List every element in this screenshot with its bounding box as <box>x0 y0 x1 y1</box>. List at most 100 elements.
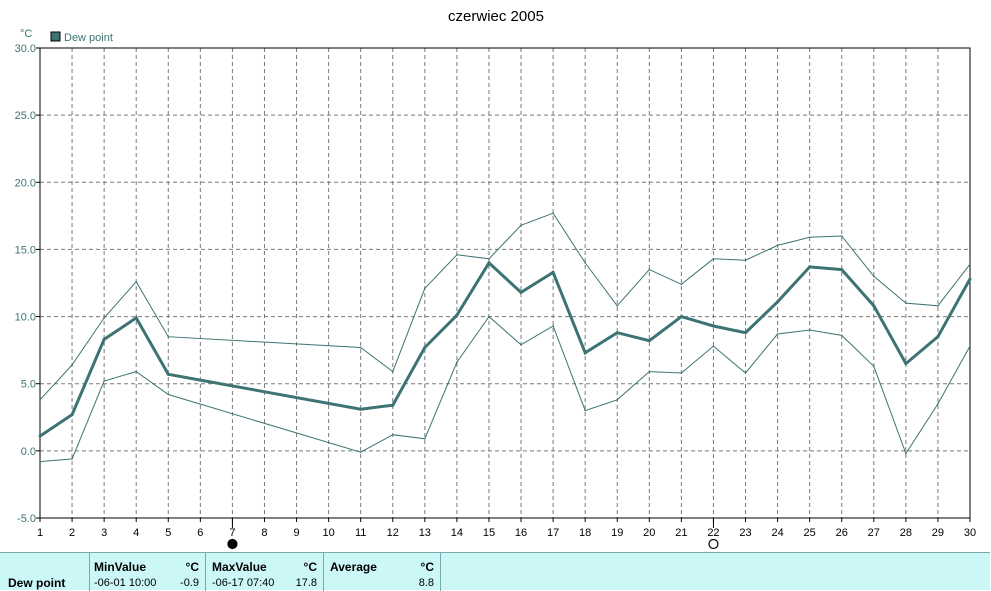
x-tick-label: 10 <box>322 527 334 539</box>
data-point-min <box>359 451 362 454</box>
data-point-min <box>39 460 41 463</box>
x-tick-label: 7 <box>229 527 235 539</box>
x-tick-label: 2 <box>69 527 75 539</box>
x-tick-label: 29 <box>932 527 944 539</box>
x-tick-label: 5 <box>165 527 171 539</box>
data-point-average <box>711 324 715 328</box>
x-tick-label: 26 <box>836 527 848 539</box>
series-line-min <box>39 315 971 463</box>
data-point-min <box>808 329 811 331</box>
data-point-max <box>648 268 651 271</box>
data-point-max <box>39 399 41 401</box>
legend-label: Dew point <box>64 32 113 44</box>
x-tick-label: 16 <box>515 527 527 539</box>
data-point-average <box>583 351 587 355</box>
data-point-min <box>776 333 779 335</box>
data-point-average <box>615 331 619 335</box>
x-tick-label: 21 <box>675 527 687 539</box>
min-value-unit: °C <box>185 560 199 574</box>
max-value: 17.8 <box>295 577 317 589</box>
average-value: 8.8 <box>418 577 434 589</box>
data-point-max <box>712 258 715 260</box>
average-unit: °C <box>420 560 434 574</box>
max-value-header: MaxValue <box>212 560 267 574</box>
x-tick-label: 13 <box>419 527 431 539</box>
x-tick-label: 24 <box>771 527 783 539</box>
data-point-min <box>744 372 747 374</box>
data-point-average <box>487 261 491 265</box>
x-tick-label: 11 <box>355 527 366 539</box>
max-value-unit: °C <box>303 560 317 574</box>
data-point-max <box>552 212 554 214</box>
data-point-max <box>808 236 811 239</box>
x-tick-label: 6 <box>197 527 203 539</box>
x-tick-label: 19 <box>611 527 623 539</box>
chart-title: czerwiec 2005 <box>448 8 544 25</box>
data-point-min <box>937 403 939 405</box>
data-point-average <box>968 277 972 281</box>
y-tick-label: 5.0 <box>21 379 36 391</box>
data-point-min <box>616 399 619 401</box>
data-point-average <box>808 265 812 269</box>
day-markers <box>227 518 719 550</box>
plot-area <box>39 47 971 519</box>
statistics-panel: Dew point MinValue °C -06-01 10:00 -0.9 … <box>0 552 990 591</box>
data-point-max <box>456 254 458 256</box>
data-point-min <box>969 345 971 347</box>
x-tick-label: 4 <box>133 527 139 539</box>
data-point-average <box>455 313 459 317</box>
y-axis-ticks: -5.0 0.0 5.0 10.0 15.0 20.0 25.0 30.0 <box>15 43 40 525</box>
max-value-time: -06-17 07:40 <box>212 577 275 589</box>
data-point-min <box>680 372 683 374</box>
filled-circle-marker <box>227 538 238 550</box>
data-point-max <box>135 280 138 283</box>
chart-series <box>38 212 972 463</box>
dew-point-chart: czerwiec 2005 °C Dew point -5.0 0.0 5.0 10.… <box>15 8 976 550</box>
data-point-average <box>391 403 395 407</box>
min-value-header: MinValue <box>94 560 147 574</box>
data-point-min <box>552 325 554 327</box>
data-point-average <box>904 362 908 366</box>
data-point-min <box>135 370 138 373</box>
stats-max-cell: MaxValue °C -06-17 07:40 17.8 <box>206 553 324 591</box>
y-tick-label: 20.0 <box>15 177 36 189</box>
data-point-max <box>424 287 426 290</box>
data-point-min <box>391 433 394 436</box>
data-point-min <box>424 437 426 440</box>
data-point-average <box>679 315 683 319</box>
y-tick-label: -5.0 <box>17 513 36 525</box>
data-point-max <box>71 364 73 366</box>
x-tick-label: 9 <box>293 527 299 539</box>
data-point-max <box>840 235 843 237</box>
data-point-max <box>680 283 683 286</box>
grid-lines <box>40 48 970 518</box>
data-point-average <box>102 337 106 341</box>
data-point-min <box>648 370 651 373</box>
y-tick-label: 0.0 <box>21 446 36 458</box>
data-point-min <box>872 365 875 368</box>
x-tick-label: 20 <box>643 527 655 539</box>
data-point-min <box>488 315 490 318</box>
legend-swatch <box>50 31 61 42</box>
data-point-max <box>937 305 939 307</box>
data-point-average <box>519 290 523 294</box>
y-tick-label: 15.0 <box>15 244 36 256</box>
data-point-max <box>167 335 170 338</box>
x-tick-label: 17 <box>547 527 559 539</box>
y-axis-unit: °C <box>20 28 32 40</box>
x-tick-label: 15 <box>483 527 495 539</box>
y-tick-label: 10.0 <box>15 312 36 324</box>
data-point-max <box>905 302 907 304</box>
data-point-min <box>103 380 105 382</box>
data-point-average <box>936 335 940 339</box>
data-point-min <box>520 343 522 346</box>
data-point-average <box>70 413 74 417</box>
data-point-average <box>423 345 427 349</box>
data-point-average <box>647 339 651 343</box>
average-header: Average <box>330 560 377 574</box>
y-tick-label: 30.0 <box>15 43 36 55</box>
x-tick-label: 14 <box>451 527 463 539</box>
data-point-average <box>359 407 363 411</box>
open-circle-marker <box>708 538 719 550</box>
x-tick-label: 1 <box>37 527 43 539</box>
